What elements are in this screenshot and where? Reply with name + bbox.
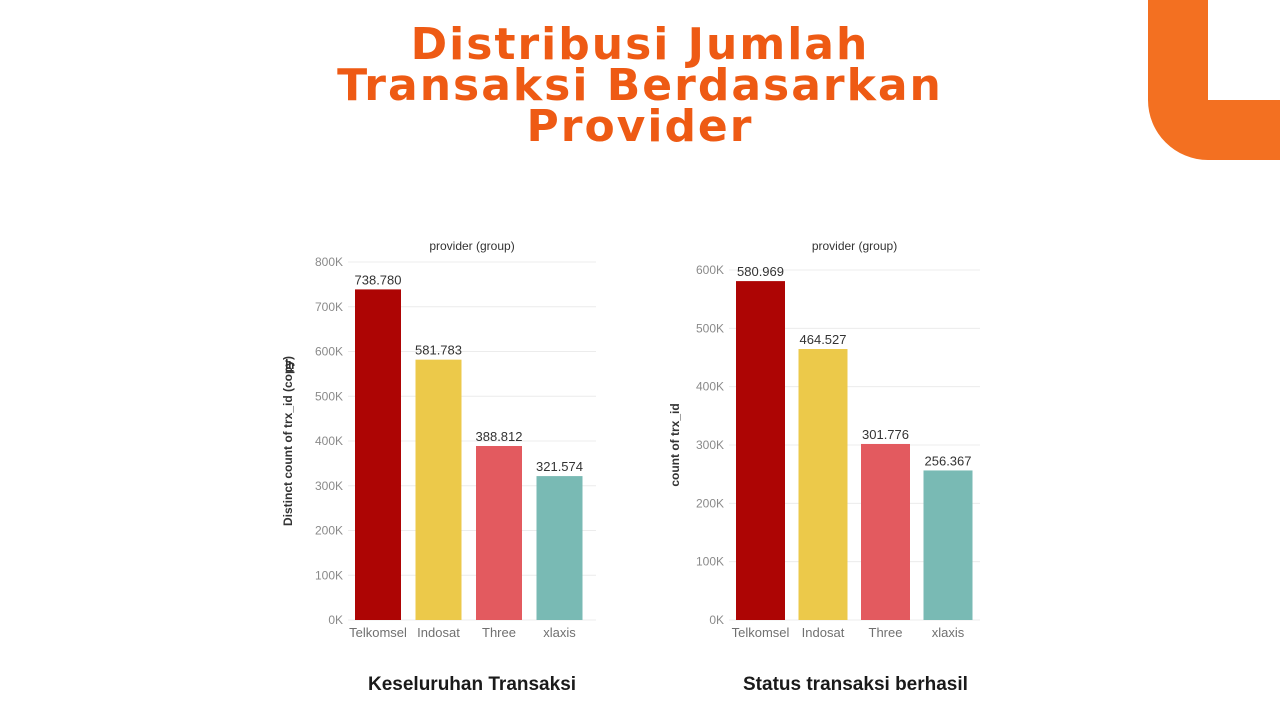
- slide-title: Distribusi Jumlah Transaksi Berdasarkan …: [337, 19, 943, 152]
- chart-0-bar-telkomsel[interactable]: [355, 289, 401, 620]
- chart-1-category-label-telkomsel: Telkomsel: [732, 625, 790, 640]
- chart-0-bar-indosat[interactable]: [415, 359, 462, 620]
- chart-0-ytick-label-2: 200K: [315, 524, 343, 538]
- chart-1-value-label-indosat: 464.527: [800, 332, 847, 347]
- chart-1-category-label-indosat: Indosat: [802, 625, 845, 640]
- caption-status-berhasil: Status transaksi berhasil: [743, 674, 968, 695]
- chart-0-ylabel: Distinct count of trx_id (copy): [281, 356, 295, 526]
- chart-1-value-label-xlaxis: 256.367: [925, 453, 972, 468]
- chart-0-ytick-label-1: 100K: [315, 568, 343, 582]
- chart-0-ytick-label-3: 300K: [315, 479, 343, 493]
- chart-0-value-label-telkomsel: 738.780: [355, 272, 402, 287]
- chart-1-ylabel: count of trx_id: [668, 403, 682, 486]
- chart-0-category-label-telkomsel: Telkomsel: [349, 625, 407, 640]
- chart-0-value-label-xlaxis: 321.574: [536, 459, 583, 474]
- chart-0-ytick-label-7: 700K: [315, 300, 343, 314]
- chart-1-bar-indosat[interactable]: [798, 349, 848, 620]
- chart-1-ytick-label-2: 200K: [696, 496, 724, 510]
- chart-1-ytick-label-5: 500K: [696, 321, 724, 335]
- chart-0-category-label-xlaxis: xlaxis: [543, 625, 576, 640]
- chart-1-bar-xlaxis[interactable]: [923, 470, 973, 620]
- chart-1-ytick-label-1: 100K: [696, 555, 724, 569]
- chart-0-value-label-three: 388.812: [476, 429, 523, 444]
- chart-1-ytick-label-4: 400K: [696, 380, 724, 394]
- chart-0-bar-three[interactable]: [476, 446, 522, 620]
- chart-1-ytick-label-6: 600K: [696, 263, 724, 277]
- chart-0-ytick-label-8: 800K: [315, 255, 343, 269]
- chart-1-category-label-xlaxis: xlaxis: [932, 625, 965, 640]
- chart-1-category-label-three: Three: [869, 625, 903, 640]
- chart-0-category-label-three: Three: [482, 625, 516, 640]
- chart-1-value-label-three: 301.776: [862, 427, 909, 442]
- chart-0-bar-xlaxis[interactable]: [536, 476, 583, 620]
- chart-0-value-label-indosat: 581.783: [415, 343, 462, 358]
- chart-0-ytick-label-4: 400K: [315, 434, 343, 448]
- chart-0-sort-icon[interactable]: [286, 359, 294, 372]
- chart-1-value-label-telkomsel: 580.969: [737, 264, 784, 279]
- chart-1-title: provider (group): [812, 239, 897, 253]
- chart-1-ytick-label-0: 0K: [709, 613, 724, 627]
- chart-1-bar-telkomsel[interactable]: [736, 281, 785, 620]
- caption-keseluruhan-transaksi: Keseluruhan Transaksi: [368, 674, 577, 695]
- chart-status-berhasil: provider (group) 0K 100K 200K 300K 400K 500K 60…: [668, 239, 980, 640]
- chart-0-ytick-label-0: 0K: [328, 613, 343, 627]
- chart-0-ytick-label-6: 600K: [315, 345, 343, 359]
- chart-1-bar-three[interactable]: [861, 443, 910, 620]
- chart-keseluruhan-transaksi: provider (group) 0K 100K 200K 300K 400K 500K 60…: [281, 239, 596, 640]
- chart-1-ytick-label-3: 300K: [696, 438, 724, 452]
- chart-0-ytick-label-5: 500K: [315, 389, 343, 403]
- corner-decoration: [1148, 0, 1280, 160]
- chart-0-category-label-indosat: Indosat: [417, 625, 460, 640]
- chart-0-title: provider (group): [429, 239, 514, 253]
